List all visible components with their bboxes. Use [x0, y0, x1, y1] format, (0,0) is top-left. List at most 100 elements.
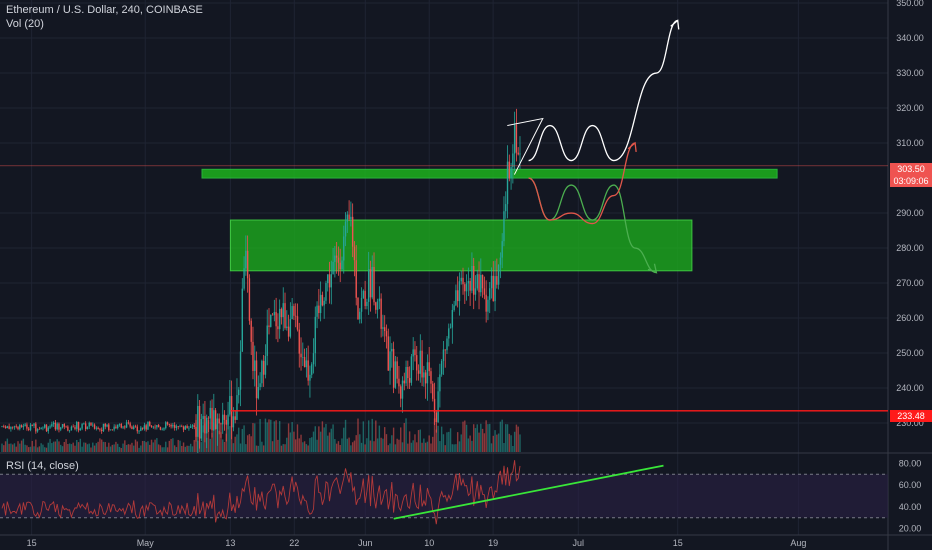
candle-body	[439, 374, 441, 392]
volume-bar	[481, 428, 484, 452]
candle-body	[19, 425, 21, 430]
candle-body	[67, 426, 69, 431]
candle-body	[435, 412, 438, 423]
time-tick-label: Jun	[358, 538, 373, 548]
volume-bar	[289, 432, 292, 452]
volume-bar	[314, 426, 316, 452]
volume-bar	[312, 431, 315, 452]
volume-bar	[348, 437, 350, 452]
volume-bar	[435, 429, 438, 452]
candle-body	[512, 153, 514, 168]
candle-body	[163, 428, 165, 430]
candle-body	[489, 288, 491, 300]
volume-bar	[207, 420, 210, 452]
volume-bar	[344, 419, 347, 452]
candle-body	[175, 426, 178, 428]
candle-body	[465, 283, 468, 292]
volume-bar	[318, 426, 320, 452]
candle-body	[467, 281, 470, 284]
candle-body	[421, 350, 423, 378]
volume-bar	[277, 439, 279, 452]
rsi-label: RSI (14, close)	[6, 460, 79, 472]
volume-bar	[412, 440, 414, 452]
volume-bar	[360, 442, 363, 452]
candle-body	[501, 241, 503, 258]
volume-bar	[140, 445, 142, 452]
candle-body	[92, 424, 94, 426]
candle-body	[24, 424, 26, 427]
candle-body	[471, 266, 473, 291]
candle-body	[42, 427, 44, 429]
candle-body	[157, 425, 160, 428]
candle-body	[63, 424, 65, 427]
candle-body	[442, 349, 445, 361]
price-tick-label: 270.00	[896, 278, 924, 288]
volume-bar	[181, 445, 183, 452]
candle-body	[278, 308, 281, 330]
candle-body	[26, 424, 28, 429]
candle-body	[419, 350, 421, 374]
time-tick-label: Jul	[573, 538, 585, 548]
candle-body	[469, 281, 471, 291]
volume-bar	[216, 424, 219, 452]
candle-body	[133, 426, 135, 429]
candle-body	[407, 366, 409, 379]
candle-body	[117, 424, 119, 429]
volume-bar	[490, 443, 493, 452]
volume-bar	[469, 435, 471, 452]
volume-bar	[505, 424, 507, 452]
candle-body	[449, 327, 452, 329]
volume-bar	[106, 446, 108, 452]
candle-body	[473, 266, 475, 295]
volume-bar	[332, 424, 334, 452]
candle-body	[238, 389, 240, 396]
candle-body	[517, 152, 519, 155]
volume-bar	[227, 418, 229, 452]
volume-bar	[405, 418, 407, 452]
time-tick-label: 15	[27, 538, 37, 548]
volume-bar	[489, 423, 491, 452]
volume-bar	[22, 438, 25, 452]
volume-bar	[220, 432, 222, 452]
volume-bar	[492, 435, 494, 452]
candle-body	[327, 274, 329, 284]
volume-bar	[359, 434, 361, 452]
volume-bar	[364, 444, 366, 452]
volume-bar	[355, 435, 357, 452]
volume-bar	[108, 442, 110, 452]
candle-body	[515, 124, 518, 153]
volume-bar	[86, 444, 89, 452]
volume-bar	[184, 446, 187, 452]
volume-bar	[172, 438, 174, 452]
candle-body	[440, 360, 443, 375]
price-tick-label: 260.00	[896, 313, 924, 323]
candle-body	[432, 383, 434, 399]
volume-bar	[519, 434, 521, 452]
volume-bar	[230, 425, 233, 452]
candle-body	[519, 153, 521, 155]
volume-bar	[512, 445, 514, 452]
volume-bar	[214, 423, 217, 452]
volume-bar	[424, 442, 427, 452]
red-projection-arrowhead	[627, 141, 637, 153]
volume-bar	[234, 436, 236, 452]
candle-body	[143, 425, 146, 429]
candle-body	[236, 395, 238, 420]
volume-bar	[353, 440, 356, 452]
candle-body	[460, 277, 462, 282]
volume-bar	[191, 446, 194, 452]
candle-body	[332, 261, 334, 275]
volume-bar	[70, 444, 73, 452]
volume-bar	[202, 425, 204, 452]
candle-body	[408, 378, 411, 383]
volume-bar	[134, 439, 137, 452]
volume-bar	[198, 436, 201, 452]
candle-body	[102, 423, 105, 432]
volume-bar	[152, 442, 154, 452]
candle-body	[433, 398, 436, 413]
candle-body	[216, 418, 219, 430]
candle-body	[437, 391, 439, 423]
candle-body	[218, 418, 220, 424]
volume-bar	[417, 430, 420, 452]
